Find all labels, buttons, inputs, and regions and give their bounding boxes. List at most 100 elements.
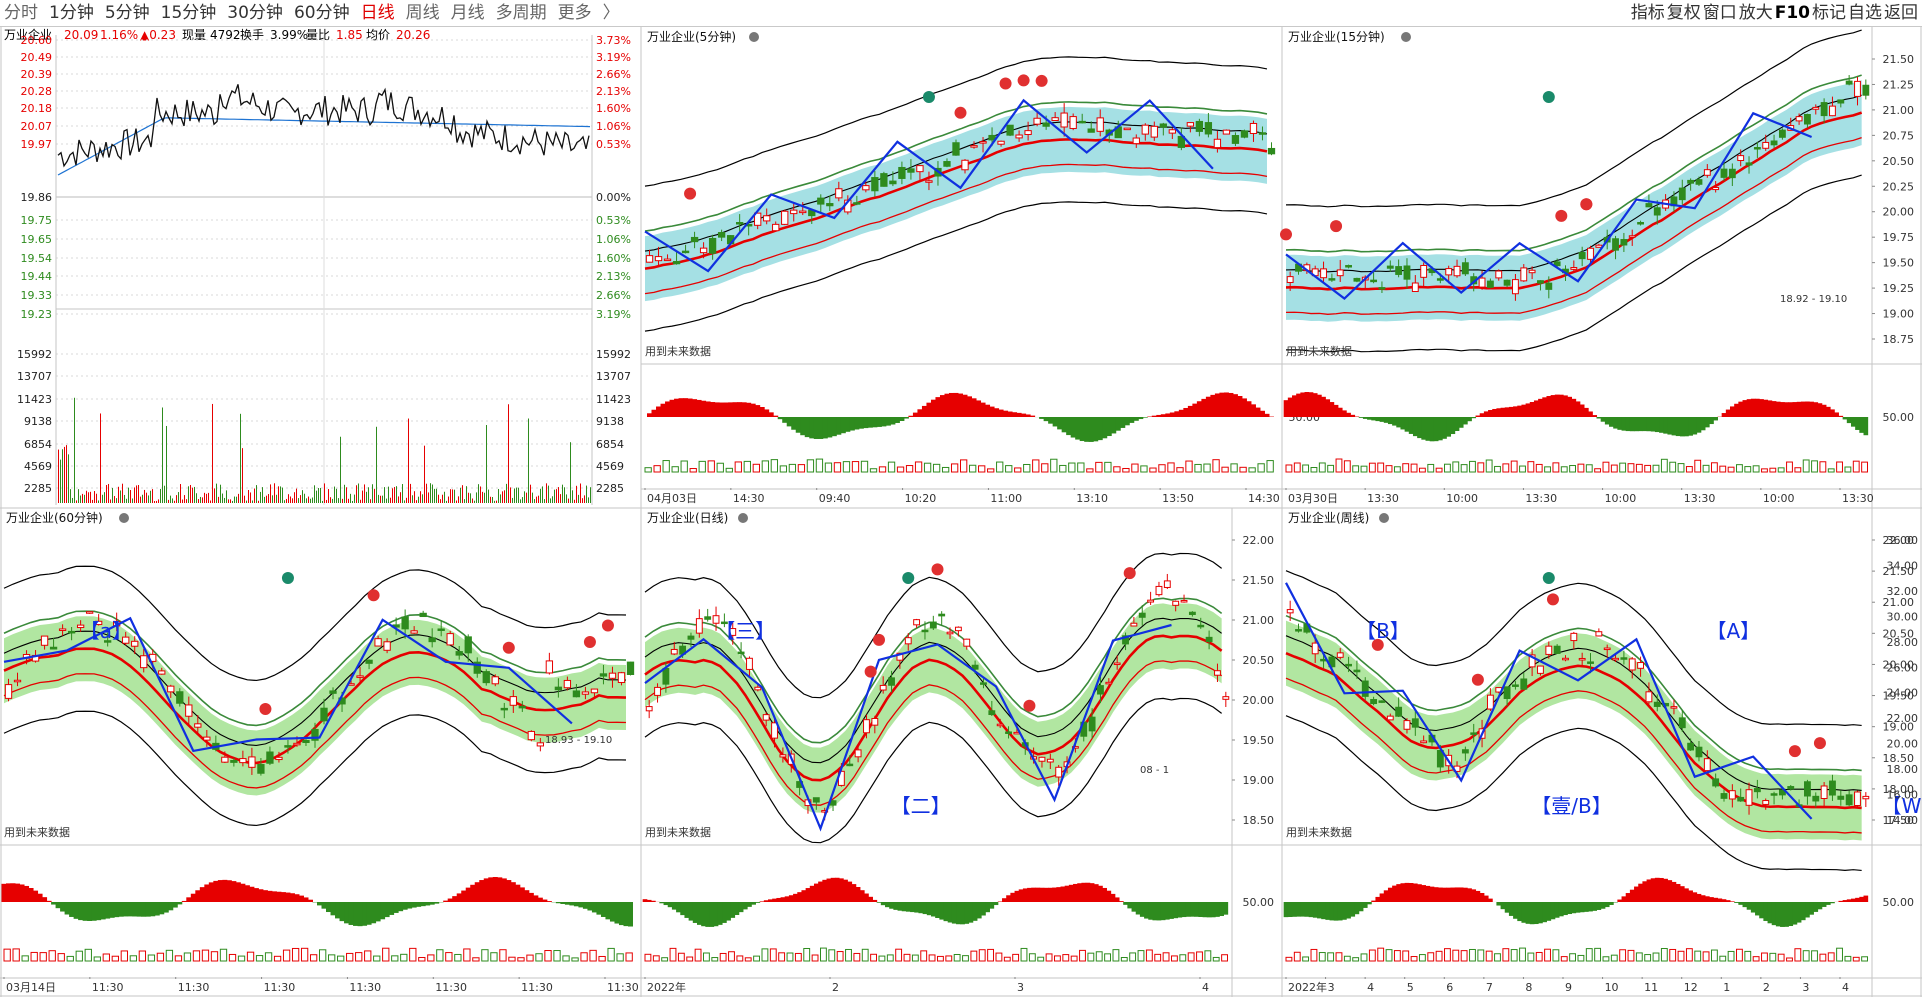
indicator-box (744, 957, 752, 962)
candle-body (194, 723, 202, 728)
indicator-box (1360, 465, 1368, 473)
indicator-box (1257, 463, 1265, 473)
period-tab-3[interactable]: 15分钟 (160, 3, 217, 23)
candle-body (1286, 609, 1294, 614)
tool-5[interactable]: 标记 (1812, 3, 1846, 23)
indicator-box (1635, 952, 1643, 962)
volume-bar (450, 489, 451, 503)
candle-body (1486, 694, 1494, 710)
indicator-box (1827, 468, 1835, 473)
oscillator-mid-tick: 50.00 (1243, 896, 1275, 909)
indicator-box (779, 465, 788, 473)
period-tab-6[interactable]: 日线 (360, 3, 395, 23)
candle-body (428, 637, 436, 643)
candle-body (122, 636, 130, 644)
tool-6[interactable]: 自选 (1848, 3, 1882, 23)
period-tab-0[interactable]: 分时 (4, 3, 38, 23)
volume-bar (84, 494, 85, 503)
period-tab-2[interactable]: 5分钟 (104, 3, 150, 23)
volume-bar (456, 500, 457, 503)
candle-body (1180, 600, 1188, 603)
sell-signal-icon (902, 572, 915, 584)
settings-icon[interactable] (749, 32, 759, 42)
volume-bar (500, 494, 501, 503)
volume-bar (248, 490, 249, 503)
volume-bar (386, 498, 387, 503)
volume-bar (388, 486, 389, 503)
x-axis-label: 13:30 (1367, 492, 1399, 505)
candle-body (1645, 691, 1653, 703)
period-tab-4[interactable]: 30分钟 (227, 3, 283, 23)
volume-bar (226, 490, 227, 503)
tool-1[interactable]: 复权 (1666, 3, 1701, 23)
period-tab-7[interactable]: 周线 (405, 3, 440, 23)
tool-3[interactable]: 放大 (1738, 3, 1773, 23)
tool-7[interactable]: 返回 (1884, 3, 1918, 23)
period-tab-1[interactable]: 1分钟 (49, 3, 94, 23)
volume-bar (278, 486, 279, 503)
price-base: 19.86 (21, 191, 53, 204)
pct-tick: 3.19% (596, 51, 631, 64)
kline-panel-4[interactable]: 万业企业(周线)22.0021.5021.0020.5020.0019.5019… (1282, 508, 1922, 997)
candle-body (946, 631, 954, 635)
indicator-box (337, 955, 345, 962)
indicator-box (719, 952, 727, 962)
period-tab-9[interactable]: 多周期 (495, 3, 547, 23)
multi-period-chart[interactable]: 万业企业 20.09 1.16% ▲0.23 现量 4792 换手 3.99% … (0, 27, 1922, 997)
x-axis-label: 14:30 (1248, 492, 1280, 505)
volume-bar (138, 485, 139, 503)
ma-green-line (3, 610, 627, 727)
indicator-box (1727, 466, 1735, 473)
volume-bar (168, 499, 169, 503)
settings-icon[interactable] (1379, 513, 1389, 523)
kline-panel-3[interactable]: 万业企业(日线) 22.00 21.50 21.00 20.50 20.00 19.50 19… (641, 508, 1282, 997)
candle-body (980, 682, 987, 685)
indicator-box (1544, 466, 1551, 473)
x-axis-label: 10:20 (905, 492, 937, 505)
volume-bar (144, 489, 145, 503)
kline-panel-2[interactable]: 万业企业(60分钟) 用到未来数据 【a】 18.93 - 19.10 03月14日 11… (0, 510, 641, 994)
candle-body (1046, 758, 1054, 763)
tool-4[interactable]: F10 (1774, 3, 1810, 23)
buy-signal-icon (999, 77, 1012, 90)
buy-signal-icon (684, 187, 697, 200)
indicator-box (3, 948, 11, 962)
candle-body (1130, 622, 1138, 627)
candle-body (889, 180, 897, 185)
indicator-box (1435, 950, 1443, 962)
period-tab-11[interactable]: 〉 (602, 3, 620, 23)
candle-body (1186, 122, 1195, 127)
indicator-box (995, 952, 1003, 962)
candle-body (1222, 129, 1231, 135)
volume-bar (416, 500, 417, 503)
vol-tick: 15992 (17, 348, 52, 361)
intraday-panel[interactable]: 万业企业 20.09 1.16% ▲0.23 现量 4792 换手 3.99% … (4, 27, 631, 505)
volume-bar (174, 500, 175, 503)
settings-icon[interactable] (738, 513, 748, 523)
period-tab-10[interactable]: 更多 (557, 3, 592, 23)
candle-body (1695, 179, 1703, 185)
wave-annotation: 【B】 (1356, 619, 1410, 643)
period-tab-8[interactable]: 月线 (450, 3, 485, 23)
ma-red-line (3, 673, 627, 789)
candle-body (221, 756, 229, 763)
indicator-box (920, 950, 928, 962)
kline-panel-1[interactable]: 万业企业(15分钟) 21.50 21.25 21.00 20.75 20.50 20.25… (1280, 27, 1922, 508)
tool-0[interactable]: 指标 (1630, 3, 1665, 23)
indicator-box (1086, 468, 1094, 473)
indicator-box (1552, 949, 1560, 962)
settings-icon[interactable] (1401, 32, 1411, 42)
indicator-box (1120, 957, 1128, 962)
tool-2[interactable]: 窗口 (1702, 3, 1737, 23)
volume-bar (538, 495, 539, 503)
y-tick: 20.50 (1883, 155, 1915, 168)
candle-body (1587, 661, 1594, 664)
period-tab-5[interactable]: 60分钟 (293, 3, 350, 23)
volume-bar (180, 484, 181, 503)
price-tick: 19.65 (21, 233, 53, 246)
candle-body (1478, 277, 1486, 288)
candle-body (1620, 239, 1628, 246)
indicator-box (978, 949, 986, 962)
settings-icon[interactable] (119, 513, 129, 523)
